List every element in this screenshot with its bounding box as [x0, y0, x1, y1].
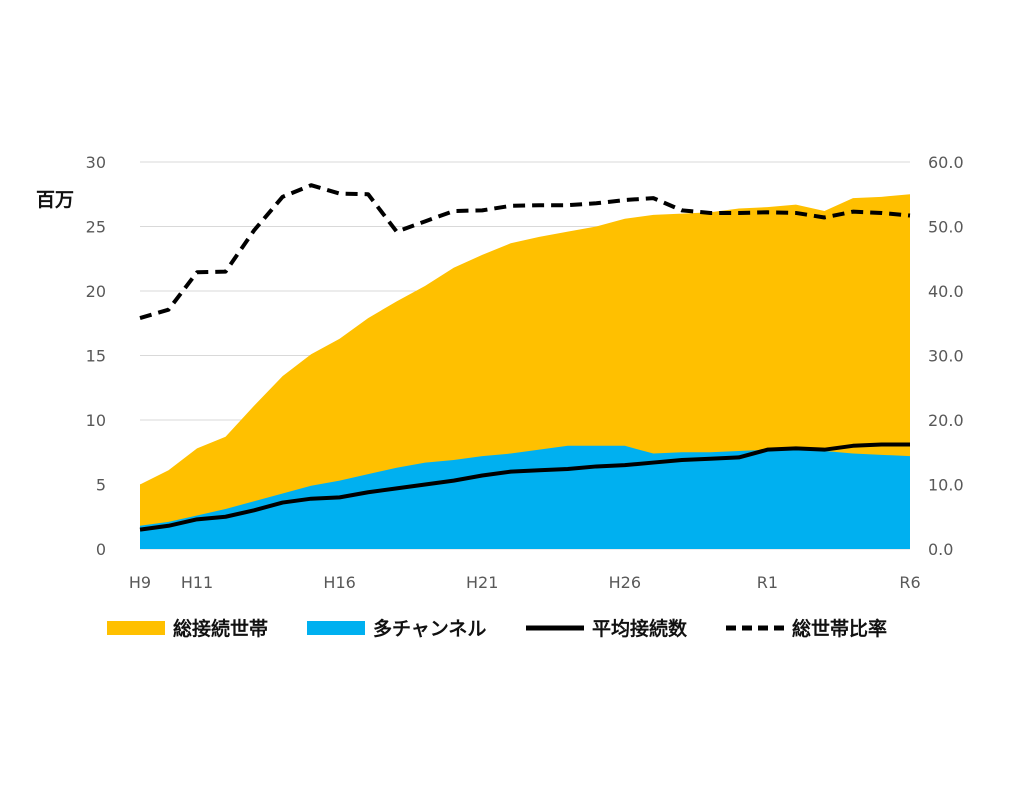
y-left-tick-label: 20 — [86, 282, 106, 301]
series-line-average-connections — [139, 442, 910, 532]
y-right-tick-label: 30.0 — [928, 347, 964, 366]
x-tick-label: H21 — [466, 573, 498, 592]
area-layer — [140, 194, 910, 549]
legend-label: 総世帯比率 — [792, 617, 887, 640]
y-right-tick-label: 60.0 — [928, 153, 964, 172]
line-layer — [139, 183, 911, 532]
legend-item: 多チャンネル — [307, 617, 486, 640]
legend-label: 平均接続数 — [592, 617, 688, 640]
x-tick-label: R6 — [899, 573, 920, 592]
y-left-tick-label: 0 — [96, 540, 106, 559]
y-right-tick-label: 40.0 — [928, 282, 964, 301]
axes-layer: 0 5 10 15 20 25 30 0.0 10.0 20.0 30.0 40.0 50.0 60.0 H… — [86, 153, 964, 592]
y-left-tick-label: 5 — [96, 476, 106, 495]
legend-item: 総世帯比率 — [726, 617, 887, 640]
legend-item: 平均接続数 — [526, 617, 688, 640]
y-left-unit-label: 百万 — [36, 189, 74, 211]
y-right-tick-label: 10.0 — [928, 476, 964, 495]
y-left-tick-label: 15 — [86, 347, 106, 366]
legend-label: 多チャンネル — [373, 617, 486, 640]
y-left-tick-label: 30 — [86, 153, 106, 172]
legend-label: 総接続世帯 — [173, 617, 268, 640]
y-right-tick-label: 50.0 — [928, 218, 964, 237]
legend: 総接続世帯 多チャンネル 平均接続数 総世帯比率 — [107, 617, 887, 640]
y-left-tick-label: 25 — [86, 218, 106, 237]
series-area-multichannel — [140, 445, 910, 549]
y-left-tick-label: 10 — [86, 411, 106, 430]
x-tick-label: H16 — [323, 573, 355, 592]
legend-item: 総接続世帯 — [107, 617, 268, 640]
x-tick-label: H26 — [609, 573, 641, 592]
legend-swatch — [307, 621, 365, 635]
series-line-household-ratio — [139, 183, 911, 321]
legend-swatch — [107, 621, 165, 635]
y-right-tick-label: 20.0 — [928, 411, 964, 430]
x-tick-label: H11 — [181, 573, 213, 592]
x-tick-label: R1 — [757, 573, 778, 592]
y-right-tick-label: 0.0 — [928, 540, 953, 559]
x-tick-label: H9 — [129, 573, 151, 592]
